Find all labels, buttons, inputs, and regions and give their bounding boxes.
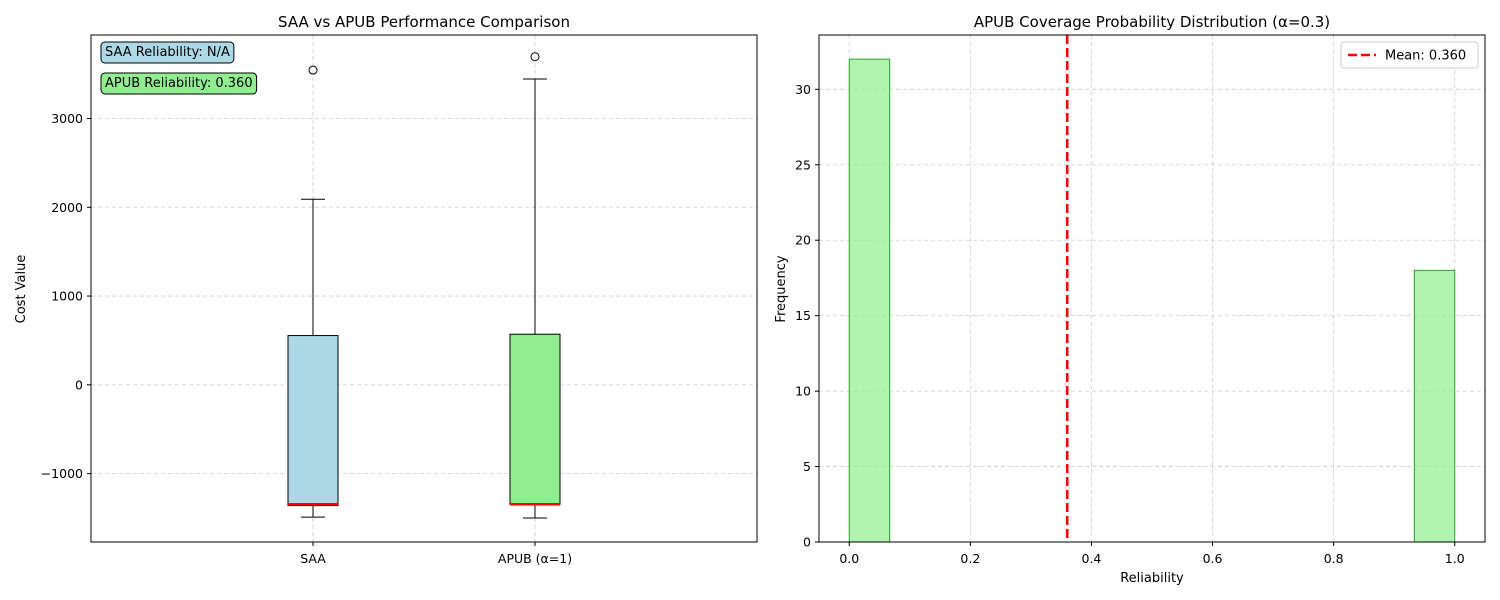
histogram-y-axis-label: Frequency [774, 255, 789, 322]
boxplot-boxes [287, 52, 561, 519]
histogram-title: APUB Coverage Probability Distribution (… [974, 13, 1330, 31]
boxplot-ticks: −1000 0 1000 2000 3000 SAA APUB (α=1) [41, 111, 572, 566]
histogram-x-tick-label: 1.0 [1445, 551, 1465, 566]
histogram-y-tick-label: 15 [795, 308, 811, 323]
saa-reliability-annotation: SAA Reliability: N/A [100, 41, 235, 64]
legend-box [1340, 41, 1479, 69]
boxplot-y-tick-label: 3000 [51, 111, 83, 126]
annotation-box [100, 41, 235, 64]
histogram-x-tick-label: 0.0 [839, 551, 859, 566]
histogram-x-tick-label: 0.2 [960, 551, 980, 566]
histogram-frame [818, 34, 1486, 543]
histogram-x-axis-label: Reliability [1120, 571, 1184, 586]
histogram-x-tick-label: 0.8 [1324, 551, 1344, 566]
histogram-y-tick-label: 0 [803, 535, 811, 550]
histogram-y-tick-label: 20 [795, 233, 811, 248]
box-apub [509, 52, 561, 519]
box-saa [287, 65, 339, 518]
boxplot-y-tick-label: 2000 [51, 200, 83, 215]
boxplot-title: SAA vs APUB Performance Comparison [278, 13, 570, 31]
histogram-bar [1413, 269, 1456, 543]
boxplot-plot-area [91, 35, 757, 542]
boxplot-panel: −1000 0 1000 2000 3000 SAA APUB (α=1) SAA vs A… [14, 13, 758, 566]
boxplot-frame [90, 34, 758, 543]
histogram-y-tick-label: 25 [795, 157, 811, 172]
box-body [509, 333, 561, 505]
histogram-y-tick-label: 10 [795, 384, 811, 399]
outlier-point [308, 65, 318, 75]
boxplot-annotations: SAA Reliability: N/A APUB Reliability: 0.… [100, 41, 258, 95]
histogram-panel: 0 5 10 15 20 25 30 0.0 0.2 0.4 0.6 0.8 1.0 APUB Cove… [774, 13, 1486, 586]
histogram-y-tick-label: 30 [795, 82, 811, 97]
boxplot-x-tick-label: APUB (α=1) [498, 551, 572, 566]
outlier-point [530, 52, 540, 62]
histogram-legend: Mean: 0.360 [1340, 41, 1479, 69]
apub-reliability-annotation: APUB Reliability: 0.360 [100, 72, 258, 95]
histogram-x-tick-label: 0.6 [1203, 551, 1223, 566]
histogram-plot-area [819, 35, 1485, 542]
histogram-bars [848, 58, 1456, 543]
box-body [287, 335, 339, 507]
boxplot-y-tick-label: −1000 [41, 466, 83, 481]
boxplot-y-tick-label: 1000 [51, 289, 83, 304]
annotation-text: APUB Reliability: 0.360 [105, 76, 253, 91]
boxplot-y-axis-label: Cost Value [14, 255, 29, 324]
histogram-x-tick-label: 0.4 [1082, 551, 1102, 566]
annotation-box [100, 72, 258, 95]
boxplot-x-tick-label: SAA [300, 551, 326, 566]
legend-mean-label: Mean: 0.360 [1385, 49, 1466, 64]
annotation-text: SAA Reliability: N/A [105, 45, 230, 60]
histogram-bar [848, 58, 891, 543]
histogram-y-tick-label: 5 [803, 459, 811, 474]
histogram-ticks: 0 5 10 15 20 25 30 0.0 0.2 0.4 0.6 0.8 1.0 [795, 82, 1465, 566]
boxplot-y-tick-label: 0 [75, 377, 83, 392]
